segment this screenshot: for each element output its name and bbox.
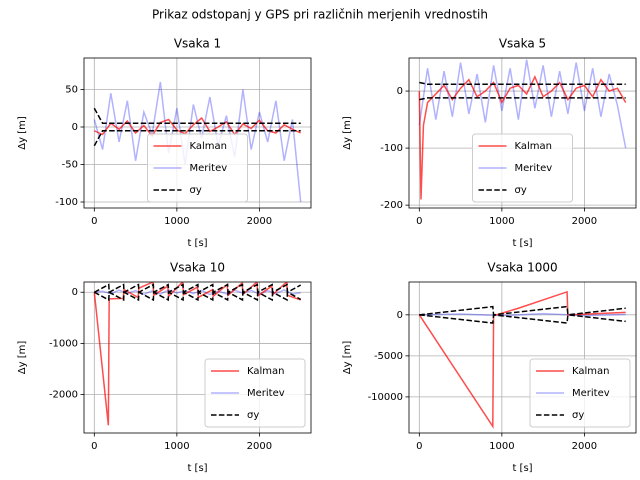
legend-label: σy xyxy=(572,410,584,421)
y-tick-label: -50 xyxy=(62,160,78,171)
subplot: Vsaka 1000 t [s] Δy [m] 0 1000 2000 -10000 -500… xyxy=(342,261,637,474)
x-axis-label: t [s] xyxy=(187,238,207,249)
legend-box xyxy=(147,133,248,203)
legend-label: Meritev xyxy=(247,388,285,399)
legend-label: σy xyxy=(515,185,527,196)
x-tick-label: 0 xyxy=(91,441,97,452)
legend-label: σy xyxy=(247,410,259,421)
subplot-title: Vsaka 5 xyxy=(499,37,546,51)
x-tick-label: 2000 xyxy=(572,216,597,227)
legend-label: σy xyxy=(190,185,202,196)
axes-frame xyxy=(83,57,312,209)
x-tick-label: 0 xyxy=(416,441,422,452)
legend-label: Kalman xyxy=(515,141,553,152)
series-line xyxy=(419,81,626,85)
axes-frame xyxy=(408,57,637,209)
subplot-title: Vsaka 1 xyxy=(174,37,221,51)
y-tick-label: -10000 xyxy=(368,392,403,403)
x-tick-label: 1000 xyxy=(489,441,514,452)
x-tick-label: 2000 xyxy=(572,441,597,452)
series-line xyxy=(93,107,301,124)
x-axis-label: t [s] xyxy=(512,238,532,249)
x-tick-label: 2000 xyxy=(247,441,272,452)
y-tick-label: -200 xyxy=(380,200,403,211)
legend-label: Kalman xyxy=(247,366,285,377)
x-tick-label: 0 xyxy=(416,216,422,227)
y-tick-label: -100 xyxy=(55,197,78,208)
series-line xyxy=(419,97,626,101)
subplot-title: Vsaka 1000 xyxy=(487,261,557,275)
legend-label: Meritev xyxy=(572,388,610,399)
x-tick-label: 2000 xyxy=(247,216,272,227)
subplot-title: Vsaka 10 xyxy=(170,261,225,275)
y-axis-label: Δy [m] xyxy=(17,341,28,375)
axes-frame xyxy=(408,281,637,434)
legend: Kalman Meritev σy xyxy=(529,358,631,428)
x-tick-label: 1000 xyxy=(489,216,514,227)
y-tick-label: -100 xyxy=(380,143,403,154)
legend-label: Kalman xyxy=(572,366,610,377)
series-line xyxy=(93,291,302,302)
x-tick-label: 1000 xyxy=(164,441,189,452)
legend-box xyxy=(204,358,306,428)
x-axis-label: t [s] xyxy=(187,463,207,474)
x-tick-label: 0 xyxy=(91,216,97,227)
y-tick-label: 0 xyxy=(72,287,78,298)
y-tick-label: 50 xyxy=(65,85,78,96)
x-tick-label: 1000 xyxy=(164,216,189,227)
y-tick-label: 0 xyxy=(397,86,403,97)
x-axis-label: t [s] xyxy=(512,463,532,474)
series-line xyxy=(419,312,626,317)
legend-label: Meritev xyxy=(515,163,553,174)
legend-label: Kalman xyxy=(190,141,228,152)
y-axis-label: Δy [m] xyxy=(342,341,353,375)
legend: Kalman Meritev σy xyxy=(472,133,573,203)
y-axis-label: Δy [m] xyxy=(17,116,28,150)
y-axis-label: Δy [m] xyxy=(342,116,353,150)
legend-box xyxy=(472,133,573,203)
subplot: Vsaka 10 t [s] Δy [m] 0 1000 2000 -2000 -1000 0 K… xyxy=(17,261,312,474)
series-line xyxy=(419,313,626,324)
legend-box xyxy=(529,358,631,428)
y-tick-label: -1000 xyxy=(49,338,78,349)
axes-frame xyxy=(83,281,312,434)
figure-title: Prikaz odstopanj y GPS pri različnih mer… xyxy=(152,8,488,22)
legend-label: Meritev xyxy=(190,163,228,174)
y-tick-label: -5000 xyxy=(374,351,403,362)
series-line xyxy=(93,283,302,294)
y-tick-label: 0 xyxy=(397,310,403,321)
series-line xyxy=(418,74,627,200)
legend: Kalman Meritev σy xyxy=(147,133,248,203)
series-line xyxy=(93,130,301,147)
y-tick-label: 0 xyxy=(72,122,78,133)
legend: Kalman Meritev σy xyxy=(204,358,306,428)
subplot: Vsaka 5 t [s] Δy [m] 0 1000 2000 -200 -100 0 Kalm… xyxy=(342,37,637,249)
series-line xyxy=(418,290,626,429)
y-tick-label: -2000 xyxy=(49,390,78,401)
subplot: Vsaka 1 t [s] Δy [m] 0 1000 2000 -100 -50 0 50 Kal… xyxy=(17,37,312,249)
series-line xyxy=(419,305,626,316)
